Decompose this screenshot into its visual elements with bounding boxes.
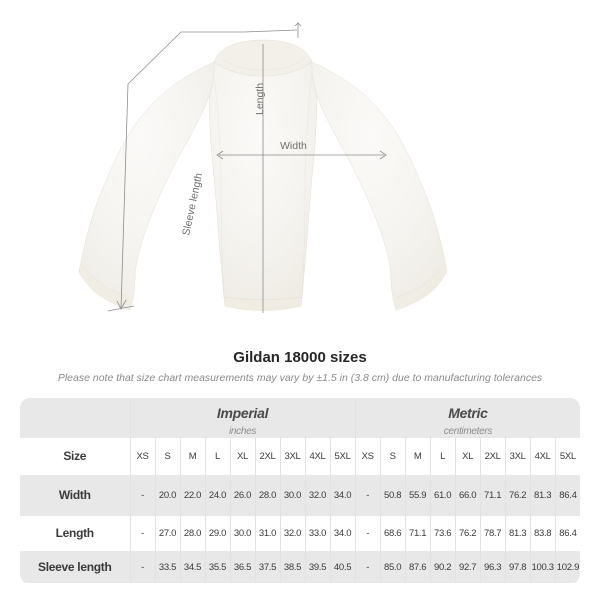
svg-text:Width: Width xyxy=(280,140,307,152)
svg-text:Length: Length xyxy=(254,83,266,115)
svg-text:Sleeve length: Sleeve length xyxy=(180,172,205,237)
